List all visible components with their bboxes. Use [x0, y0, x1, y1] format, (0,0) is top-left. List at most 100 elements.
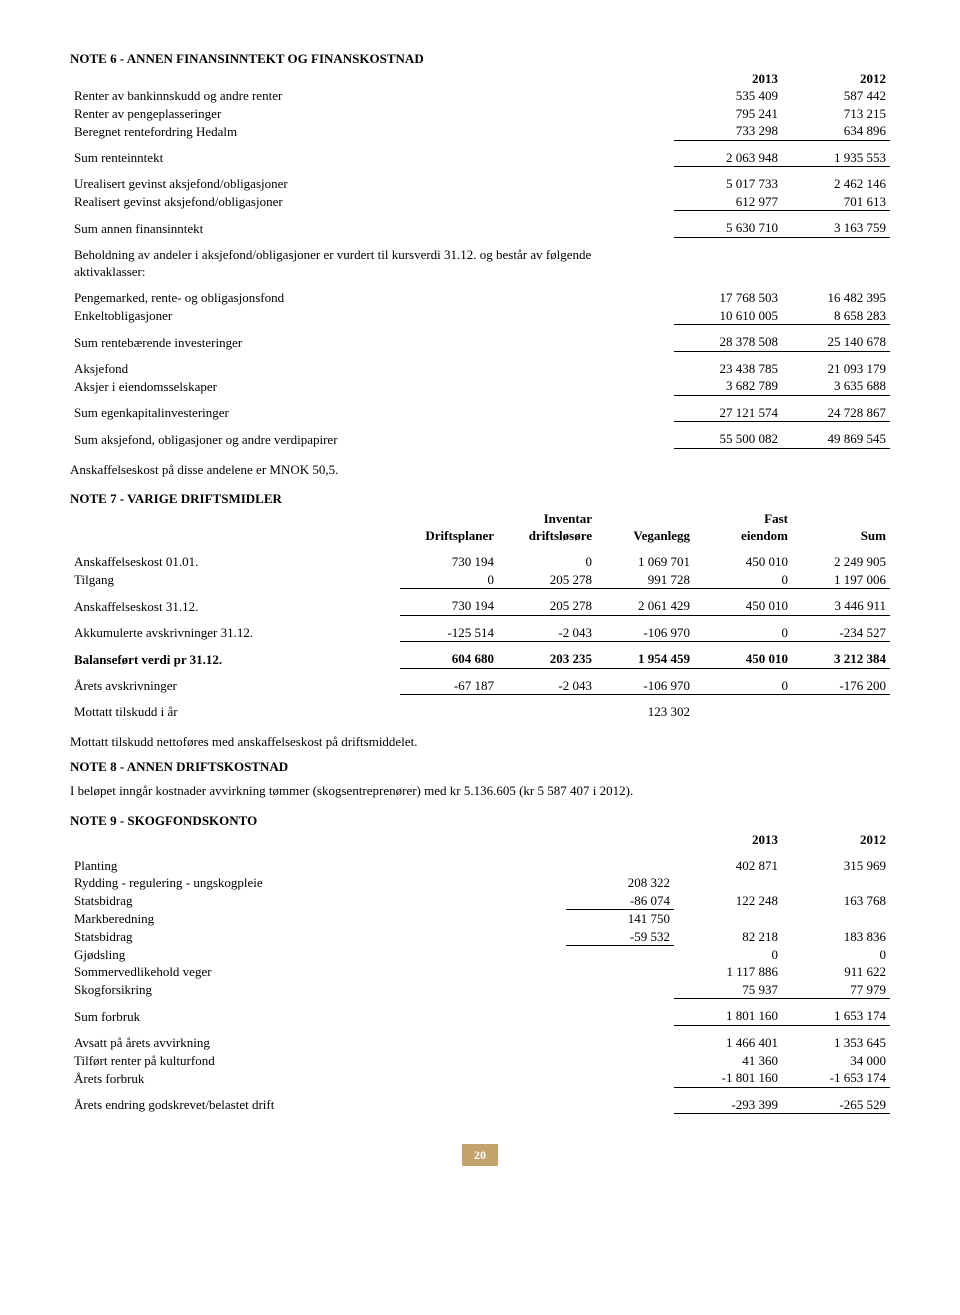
cell: 3 635 688	[782, 377, 890, 395]
cell: 604 680	[400, 650, 498, 668]
row-label: Tilgang	[70, 571, 400, 589]
row-label: Realisert gevinst aksjefond/obligasjoner	[70, 193, 674, 211]
cell: 123 302	[596, 703, 694, 721]
cell: 0	[782, 946, 890, 964]
row-label: Tilført renter på kulturfond	[70, 1052, 566, 1070]
row-label: Anskaffelseskost 01.01.	[70, 553, 400, 571]
cell: 1 117 886	[674, 963, 782, 981]
row-label: Planting	[70, 857, 566, 875]
cell: 535 409	[674, 87, 782, 105]
cell: 27 121 574	[674, 404, 782, 422]
cell: 122 248	[674, 892, 782, 910]
cell: 0	[400, 571, 498, 589]
row-label: Anskaffelseskost 31.12.	[70, 597, 400, 615]
row-label: Pengemarked, rente- og obligasjonsfond	[70, 289, 674, 307]
note9-table: 2013 2012 Planting402 871315 969 Rydding…	[70, 831, 890, 1114]
cell: 3 446 911	[792, 597, 890, 615]
note7-title: NOTE 7 - VARIGE DRIFTSMIDLER	[70, 490, 890, 508]
cell: -59 532	[566, 928, 674, 946]
row-label: Urealisert gevinst aksjefond/obligasjone…	[70, 175, 674, 193]
cell: 795 241	[674, 105, 782, 123]
h-fast-b: eiendom	[694, 527, 792, 545]
note6-para2: Anskaffelseskost på disse andelene er MN…	[70, 461, 890, 479]
row-label: Sum annen finansinntekt	[70, 219, 674, 237]
cell: 612 977	[674, 193, 782, 211]
cell: -86 074	[566, 892, 674, 910]
cell: -1 653 174	[782, 1069, 890, 1087]
cell: 21 093 179	[782, 360, 890, 378]
page-number: 20	[462, 1144, 498, 1166]
cell: 1 353 645	[782, 1034, 890, 1052]
cell: -1 801 160	[674, 1069, 782, 1087]
row-label: Statsbidrag	[70, 892, 566, 910]
cell: 3 682 789	[674, 377, 782, 395]
cell: -67 187	[400, 677, 498, 695]
row-label: Enkeltobligasjoner	[70, 307, 674, 325]
cell: 205 278	[498, 597, 596, 615]
cell: 3 163 759	[782, 219, 890, 237]
cell: 49 869 545	[782, 430, 890, 448]
row-label: Renter av pengeplasseringer	[70, 105, 674, 123]
cell: 1 197 006	[792, 571, 890, 589]
row-label: Avsatt på årets avvirkning	[70, 1034, 566, 1052]
cell: 450 010	[694, 650, 792, 668]
note6-para1a: Beholdning av andeler i aksjefond/obliga…	[70, 246, 890, 264]
row-label: Rydding - regulering - ungskogpleie	[70, 874, 566, 892]
note7-table: Inventar Fast Driftsplaner driftsløsøre …	[70, 510, 890, 721]
cell: -2 043	[498, 624, 596, 642]
cell: 450 010	[694, 553, 792, 571]
cell: 2 063 948	[674, 149, 782, 167]
cell	[566, 981, 674, 999]
cell: -2 043	[498, 677, 596, 695]
cell: 55 500 082	[674, 430, 782, 448]
cell: 730 194	[400, 553, 498, 571]
h-inventar-a: Inventar	[498, 510, 596, 528]
cell: 701 613	[782, 193, 890, 211]
cell: -106 970	[596, 677, 694, 695]
row-label: Sommervedlikehold veger	[70, 963, 566, 981]
cell: 24 728 867	[782, 404, 890, 422]
h-fast-a: Fast	[694, 510, 792, 528]
note6-para1b: aktivaklasser:	[70, 263, 890, 281]
cell: 0	[694, 571, 792, 589]
cell: 634 896	[782, 122, 890, 140]
cell	[782, 910, 890, 928]
note6-table: 2013 2012 Renter av bankinnskudd og andr…	[70, 70, 890, 449]
cell: 1 801 160	[674, 1007, 782, 1025]
row-label: Akkumulerte avskrivninger 31.12.	[70, 624, 400, 642]
h-sum: Sum	[792, 527, 890, 545]
row-label: Årets avskrivninger	[70, 677, 400, 695]
h-inventar-b: driftsløsøre	[498, 527, 596, 545]
cell: -234 527	[792, 624, 890, 642]
cell: 16 482 395	[782, 289, 890, 307]
note8-title: NOTE 8 - ANNEN DRIFTSKOSTNAD	[70, 758, 890, 776]
cell: 450 010	[694, 597, 792, 615]
cell: 82 218	[674, 928, 782, 946]
cell: 25 140 678	[782, 333, 890, 351]
note9-title: NOTE 9 - SKOGFONDSKONTO	[70, 812, 890, 830]
cell: 3 212 384	[792, 650, 890, 668]
cell: -293 399	[674, 1096, 782, 1114]
note6-title: NOTE 6 - ANNEN FINANSINNTEKT OG FINANSKO…	[70, 50, 890, 68]
cell: 34 000	[782, 1052, 890, 1070]
row-label: Beregnet rentefordring Hedalm	[70, 122, 674, 140]
cell: 205 278	[498, 571, 596, 589]
cell: 713 215	[782, 105, 890, 123]
cell: 0	[498, 553, 596, 571]
cell	[782, 874, 890, 892]
cell: 1 653 174	[782, 1007, 890, 1025]
row-label: Sum aksjefond, obligasjoner og andre ver…	[70, 430, 674, 448]
row-label: Aksjefond	[70, 360, 674, 378]
cell: 315 969	[782, 857, 890, 875]
cell: 23 438 785	[674, 360, 782, 378]
cell: 41 360	[674, 1052, 782, 1070]
h-veganlegg: Veganlegg	[596, 527, 694, 545]
cell: 141 750	[566, 910, 674, 928]
row-label: Årets forbruk	[70, 1069, 566, 1087]
cell: 10 610 005	[674, 307, 782, 325]
cell: 28 378 508	[674, 333, 782, 351]
cell: 77 979	[782, 981, 890, 999]
row-label: Statsbidrag	[70, 928, 566, 946]
cell: 5 017 733	[674, 175, 782, 193]
cell: 2 462 146	[782, 175, 890, 193]
